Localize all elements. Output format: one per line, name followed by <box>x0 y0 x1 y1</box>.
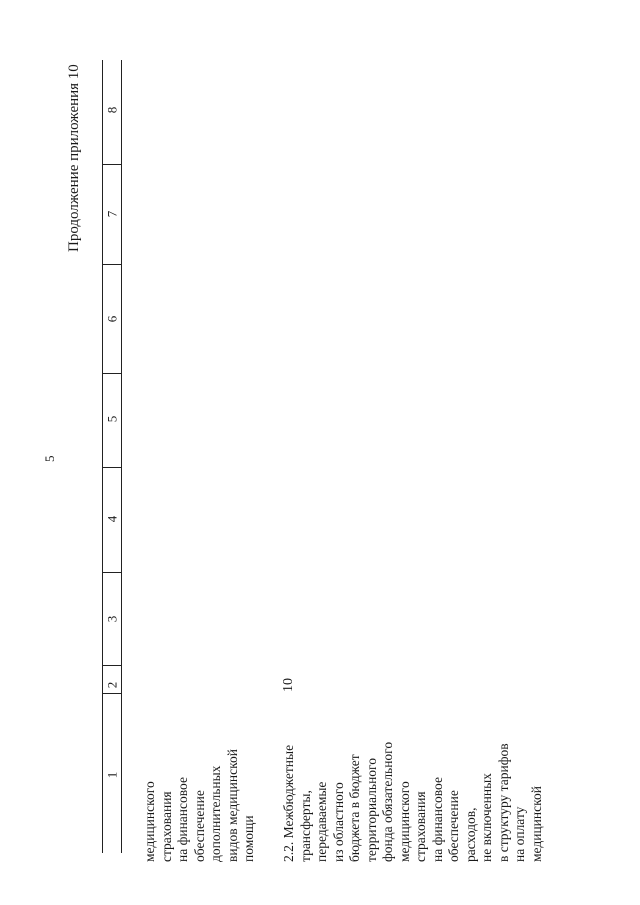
column-number-5: 5 <box>104 415 119 423</box>
column-number-2: 2 <box>104 681 119 689</box>
name-line: видов медицинской <box>224 749 240 862</box>
column-separator <box>102 693 122 694</box>
column-separator <box>102 264 122 265</box>
page-number: 5 <box>42 455 57 463</box>
table-row-name: 2.2. Межбюджетные трансферты, передаваем… <box>281 742 545 862</box>
table-header-bottom-rule <box>121 60 122 853</box>
name-line: помощи <box>241 815 256 862</box>
name-line: медицинской <box>528 786 544 862</box>
column-separator <box>102 164 122 165</box>
table-row-col2-value: 10 <box>281 678 296 692</box>
name-line: медицинского <box>396 781 412 862</box>
column-number-4: 4 <box>104 515 119 523</box>
column-number-3: 3 <box>104 615 119 623</box>
name-line: страхования <box>158 791 174 862</box>
table-header-top-rule <box>102 60 103 853</box>
name-line: фонда обязательного <box>380 741 395 862</box>
name-line: на финансовое <box>429 777 445 862</box>
name-line: расходов, <box>462 807 478 862</box>
continuation-label: Продолжение приложения 10 <box>66 64 82 252</box>
name-line: медицинского <box>142 781 157 862</box>
table-row-name: медицинского страхования на финансовое о… <box>142 749 258 862</box>
name-line: территориального <box>363 758 379 862</box>
name-line: 2.2. Межбюджетные <box>281 744 296 862</box>
name-line: на финансовое <box>175 777 190 862</box>
column-separator <box>102 572 122 573</box>
column-separator <box>102 665 122 666</box>
name-line: на оплату <box>512 806 527 862</box>
name-line: не включенных <box>479 773 494 862</box>
name-line: передаваемые <box>314 781 329 862</box>
column-number-7: 7 <box>104 210 119 218</box>
name-line: дополнительных <box>208 765 223 862</box>
name-line: бюджета в бюджет <box>347 754 362 862</box>
column-number-1: 1 <box>104 771 119 779</box>
name-line: в структуру тарифов <box>495 743 511 862</box>
column-separator <box>102 467 122 468</box>
name-line: обеспечение <box>191 790 207 862</box>
name-line: из областного <box>330 782 346 862</box>
name-line: трансферты, <box>297 790 313 862</box>
column-separator <box>102 373 122 374</box>
column-number-6: 6 <box>104 315 119 323</box>
name-line: обеспечение <box>446 790 461 862</box>
column-number-8: 8 <box>104 106 119 114</box>
name-line: страхования <box>413 791 428 862</box>
